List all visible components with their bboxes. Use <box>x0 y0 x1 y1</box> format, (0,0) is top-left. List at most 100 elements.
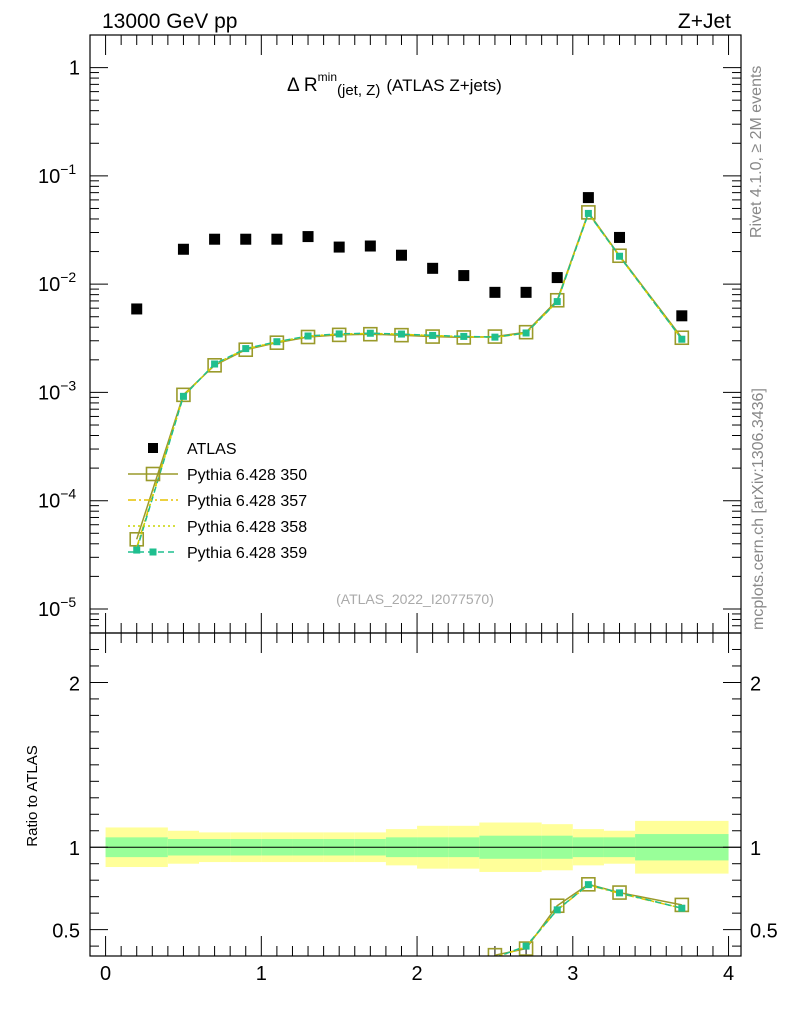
main-marker-350 <box>581 205 596 220</box>
y-tick-label: 10−4 <box>38 486 76 513</box>
plot-title-subscript: (jet, Z) <box>337 82 380 99</box>
main-marker-350 <box>612 248 627 264</box>
y-tick-label: 10−2 <box>38 269 76 296</box>
ratio-marker-350 <box>581 877 596 892</box>
atlas-data-point <box>240 233 252 245</box>
atlas-data-point <box>333 241 345 253</box>
atlas-data-point <box>209 233 221 245</box>
x-tick-label: 4 <box>723 963 734 985</box>
plot-title: Δ Rmin(jet, Z) (ATLAS Z+jets) <box>287 70 502 99</box>
ratio-y-tick-label-left: 0.5 <box>52 921 80 943</box>
y-tick-label: 10−3 <box>38 377 76 404</box>
ratio-marker-359 <box>522 942 530 950</box>
ratio-y-axis-label: Ratio to ATLAS <box>24 745 41 846</box>
main-marker-350 <box>456 330 472 345</box>
main-marker-359 <box>133 546 141 554</box>
main-marker-359 <box>242 345 250 353</box>
main-marker-359 <box>179 392 187 400</box>
legend-label: Pythia 6.428 359 <box>187 545 307 562</box>
panel-frames <box>89 34 742 957</box>
main-marker-350 <box>518 324 534 340</box>
main-marker-350 <box>674 330 690 346</box>
ratio-marker-350 <box>612 885 627 900</box>
x-tick-label: 3 <box>567 963 578 985</box>
header-process-label: Z+Jet <box>678 10 731 33</box>
legend-marker-359 <box>149 548 157 556</box>
y-tick-label: 10−5 <box>38 594 76 621</box>
main-axis-ticks: 1 10−1 10−2 10−3 10−4 10−5 <box>38 34 741 634</box>
y-tick-label: 10−1 <box>38 161 76 188</box>
legend: ATLAS Pythia 6.428 350 Pythia 6.428 357 Pyt… <box>128 441 307 562</box>
atlas-data-point <box>520 286 532 298</box>
atlas-data-point <box>614 231 626 243</box>
atlas-data-point <box>676 310 688 322</box>
ratio-series-clip <box>487 877 690 956</box>
ratio-line-Pythia-6-428-359 <box>497 883 682 956</box>
atlas-data-point <box>427 262 439 274</box>
main-marker-359 <box>584 209 592 217</box>
header-energy-label: 13000 GeV pp <box>102 10 237 33</box>
atlas-data-point <box>177 243 189 255</box>
x-tick-label: 0 <box>100 963 111 985</box>
ratio-marker-359 <box>678 904 686 912</box>
atlas-data-point <box>551 272 563 284</box>
legend-marker-atlas <box>148 443 158 453</box>
ratio-y-tick-label-right: 2 <box>750 673 761 695</box>
atlas-data-point <box>489 286 501 298</box>
ratio-panel-frame <box>89 632 742 957</box>
ratio-series-layer <box>487 877 690 956</box>
main-marker-359 <box>522 329 530 337</box>
main-marker-359 <box>273 338 281 346</box>
x-tick-label: 1 <box>256 963 267 985</box>
ratio-marker-359 <box>584 881 592 889</box>
y-tick-label: 1 <box>69 58 80 80</box>
legend-marker-350 <box>145 466 161 482</box>
ratio-y-tick-label-left: 2 <box>69 673 80 695</box>
legend-label: Pythia 6.428 358 <box>187 519 307 536</box>
x-tick-label: 2 <box>411 963 422 985</box>
legend-label: ATLAS <box>187 441 237 458</box>
main-marker-350 <box>238 342 254 358</box>
plot-title-superscript: min <box>318 70 337 84</box>
main-marker-359 <box>553 298 561 306</box>
main-marker-350 <box>176 387 191 403</box>
atlas-data-point <box>582 192 594 204</box>
atlas-data-point <box>131 303 143 315</box>
main-marker-359 <box>366 329 374 337</box>
plot-title-symbol: Δ R <box>287 75 318 96</box>
main-marker-350 <box>207 358 222 373</box>
main-line-Pythia-6-428-350 <box>135 210 683 540</box>
ratio-axis-ticks: 0.5 0.5 1 1 2 2 0 1 2 3 4 <box>52 633 778 985</box>
ratio-uncertainty-bands <box>90 820 741 874</box>
analysis-id-label: (ATLAS_2022_I2077570) <box>336 591 494 607</box>
main-marker-359 <box>678 335 686 343</box>
ratio-y-tick-label-right: 0.5 <box>750 921 778 943</box>
atlas-data-point <box>302 231 314 243</box>
main-marker-359 <box>335 330 343 338</box>
ratio-line-Pythia-6-428-350 <box>494 883 682 956</box>
main-marker-359 <box>304 332 312 340</box>
plot-title-suffix: (ATLAS Z+jets) <box>386 76 501 95</box>
legend-label: Pythia 6.428 357 <box>187 493 307 510</box>
rivet-version-label: Rivet 4.1.0, ≥ 2M events <box>748 66 765 238</box>
main-marker-359 <box>429 331 437 339</box>
main-marker-359 <box>397 330 405 338</box>
legend-label: Pythia 6.428 350 <box>187 467 307 484</box>
main-marker-359 <box>491 333 499 341</box>
main-marker-359 <box>211 360 219 368</box>
ratio-marker-359 <box>553 906 561 914</box>
main-marker-359 <box>616 252 624 260</box>
main-marker-350 <box>549 292 565 308</box>
atlas-data-point <box>271 233 283 245</box>
atlas-data-point <box>364 240 376 252</box>
mcplots-reference-label: mcplots.cern.ch [arXiv:1306.3436] <box>750 388 767 630</box>
atlas-data-point <box>458 270 470 282</box>
atlas-data-point <box>395 249 407 261</box>
ratio-y-tick-label-right: 1 <box>750 838 761 860</box>
main-marker-350 <box>129 532 145 547</box>
ratio-y-tick-label-left: 1 <box>69 838 80 860</box>
main-marker-359 <box>460 332 468 340</box>
ratio-marker-359 <box>616 889 624 897</box>
main-series-layer <box>129 192 690 554</box>
